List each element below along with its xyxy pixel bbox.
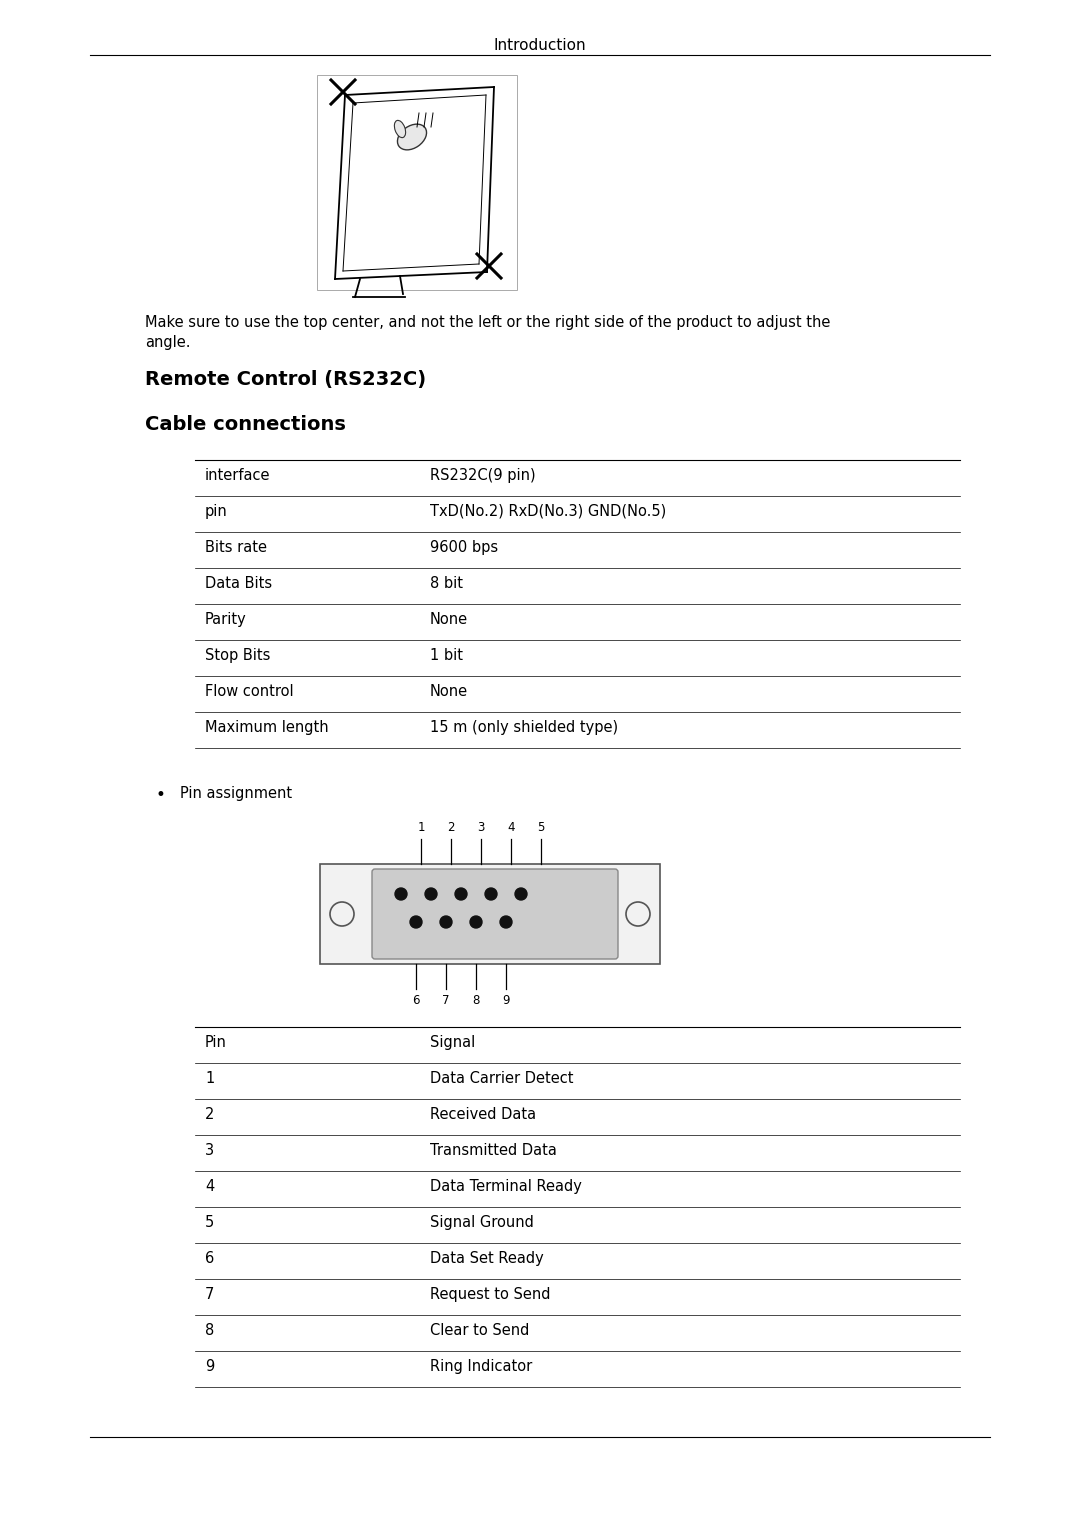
FancyBboxPatch shape [372,869,618,959]
Text: Introduction: Introduction [494,38,586,53]
Text: 9600 bps: 9600 bps [430,541,498,554]
Circle shape [485,889,497,899]
Circle shape [515,889,527,899]
Circle shape [440,916,453,928]
Text: 8: 8 [205,1322,214,1338]
Text: Parity: Parity [205,612,246,628]
Circle shape [395,889,407,899]
Text: •: • [156,786,165,805]
Text: 9: 9 [502,994,510,1006]
Text: 5: 5 [538,822,544,834]
Circle shape [410,916,422,928]
Text: 2: 2 [447,822,455,834]
Ellipse shape [394,121,406,137]
Text: Data Bits: Data Bits [205,576,272,591]
Text: 5: 5 [205,1215,214,1231]
Text: Cable connections: Cable connections [145,415,346,434]
Text: 1 bit: 1 bit [430,647,463,663]
Text: 15 m (only shielded type): 15 m (only shielded type) [430,721,618,734]
Text: 4: 4 [508,822,515,834]
Text: 8: 8 [472,994,480,1006]
Circle shape [500,916,512,928]
Text: Data Set Ready: Data Set Ready [430,1251,543,1266]
Ellipse shape [397,124,427,150]
Text: Clear to Send: Clear to Send [430,1322,529,1338]
Text: Remote Control (RS232C): Remote Control (RS232C) [145,370,427,389]
Text: 7: 7 [205,1287,214,1303]
Text: 7: 7 [442,994,449,1006]
Text: interface: interface [205,467,270,483]
Bar [318,75,517,290]
Text: 9: 9 [205,1359,214,1374]
Text: Received Data: Received Data [430,1107,536,1122]
Circle shape [470,916,482,928]
Circle shape [426,889,437,899]
Text: None: None [430,684,468,699]
Text: Stop Bits: Stop Bits [205,647,270,663]
Text: Signal: Signal [430,1035,475,1051]
Text: Bits rate: Bits rate [205,541,267,554]
Text: Signal Ground: Signal Ground [430,1215,534,1231]
Text: Maximum length: Maximum length [205,721,328,734]
Text: Request to Send: Request to Send [430,1287,551,1303]
Text: Pin assignment: Pin assignment [180,786,292,802]
Text: Pin: Pin [205,1035,227,1051]
Text: Make sure to use the top center, and not the left or the right side of the produ: Make sure to use the top center, and not… [145,315,831,330]
Text: TxD(No.2) RxD(No.3) GND(No.5): TxD(No.2) RxD(No.3) GND(No.5) [430,504,666,519]
Text: Flow control: Flow control [205,684,294,699]
Text: 1: 1 [205,1070,214,1086]
Text: Ring Indicator: Ring Indicator [430,1359,532,1374]
Text: RS232C(9 pin): RS232C(9 pin) [430,467,536,483]
Text: Data Terminal Ready: Data Terminal Ready [430,1179,582,1194]
Text: 4: 4 [205,1179,214,1194]
Circle shape [455,889,467,899]
Text: 6: 6 [205,1251,214,1266]
Text: 1: 1 [417,822,424,834]
Bar [320,864,660,964]
Text: Transmitted Data: Transmitted Data [430,1144,557,1157]
Text: 3: 3 [477,822,485,834]
Text: Data Carrier Detect: Data Carrier Detect [430,1070,573,1086]
Text: angle.: angle. [145,334,190,350]
Text: 3: 3 [205,1144,214,1157]
Text: pin: pin [205,504,228,519]
Text: 6: 6 [413,994,420,1006]
Text: 8 bit: 8 bit [430,576,463,591]
Text: 2: 2 [205,1107,214,1122]
Text: None: None [430,612,468,628]
